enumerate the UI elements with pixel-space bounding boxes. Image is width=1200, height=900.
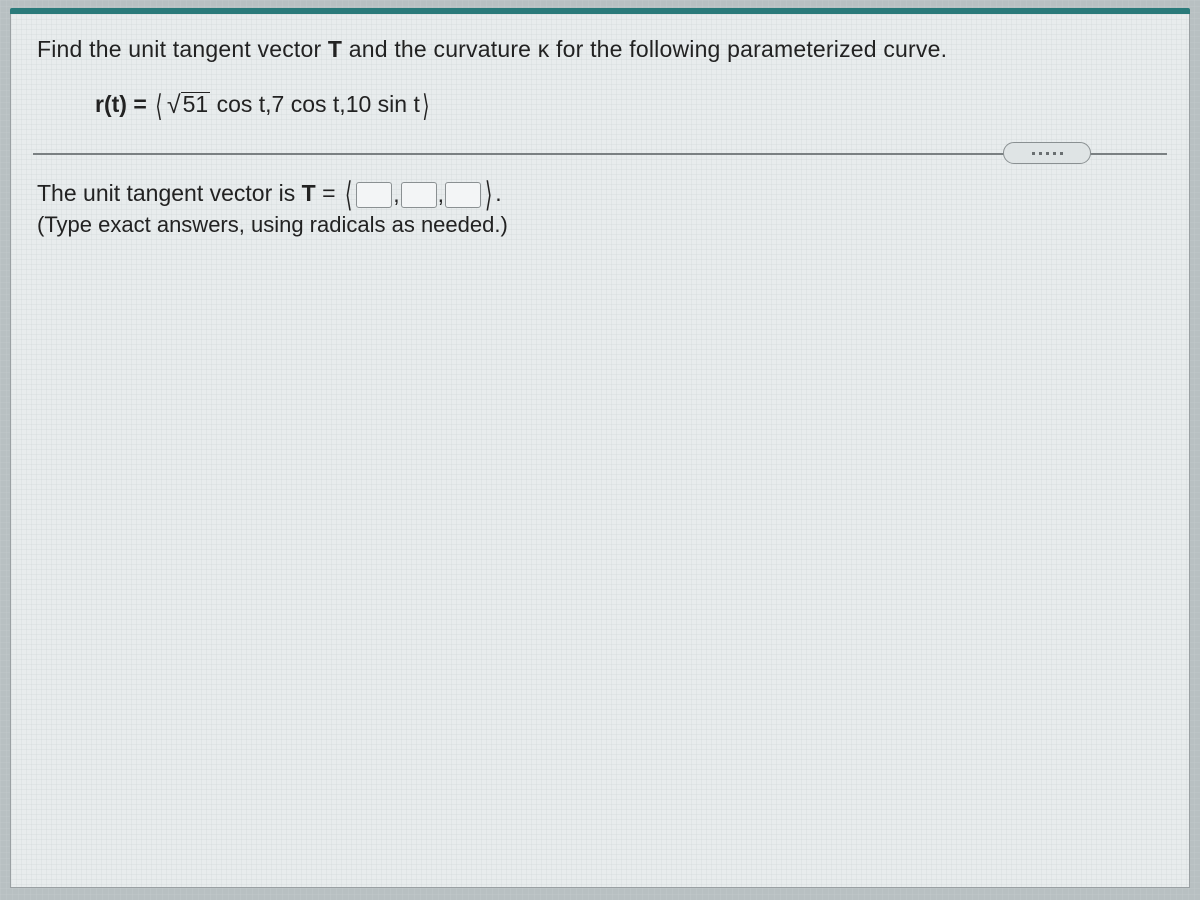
hint-text: (Type exact answers, using radicals as n…: [37, 212, 1163, 238]
angle-bracket-right: ⟩: [485, 182, 492, 208]
kappa-symbol: κ: [538, 36, 550, 62]
dot-icon: [1053, 152, 1056, 155]
dot-icon: [1060, 152, 1063, 155]
component-1-input[interactable]: [356, 182, 392, 208]
question-mid: and the curvature: [342, 36, 538, 62]
equation-lhs: r(t) =: [95, 91, 153, 117]
separator: ,: [393, 181, 399, 208]
divider-line: [33, 153, 1167, 155]
sqrt-radicand: 51: [181, 92, 211, 116]
dot-icon: [1032, 152, 1035, 155]
sqrt-term: √51: [165, 91, 210, 120]
answer-vector: ⟨,, ⟩: [342, 181, 495, 208]
question-panel: Find the unit tangent vector T and the c…: [10, 14, 1190, 888]
question-text: Find the unit tangent vector T and the c…: [37, 36, 1163, 63]
term3: 10 sin t: [346, 91, 420, 117]
angle-bracket-right: ⟩: [422, 89, 429, 124]
answer-T: T: [302, 180, 316, 206]
answer-prefix: The unit tangent vector is: [37, 180, 302, 206]
dot-icon: [1039, 152, 1042, 155]
term2: 7 cos t,: [272, 91, 346, 117]
answer-period: .: [495, 180, 501, 206]
expand-button[interactable]: [1003, 142, 1091, 164]
question-suffix: for the following parameterized curve.: [549, 36, 947, 62]
question-prefix: Find the unit tangent vector: [37, 36, 328, 62]
radical-icon: √: [167, 91, 181, 119]
separator: ,: [438, 181, 444, 208]
divider-row: [37, 142, 1163, 166]
angle-bracket-left: ⟨: [345, 182, 352, 208]
component-3-input[interactable]: [445, 182, 481, 208]
equation: r(t) = ⟨√51 cos t,7 cos t,10 sin t⟩: [95, 89, 1163, 124]
answer-line: The unit tangent vector is T = ⟨,, ⟩.: [37, 180, 1163, 208]
term1-suffix: cos t,: [210, 91, 271, 117]
tangent-symbol: T: [328, 36, 342, 62]
component-2-input[interactable]: [401, 182, 437, 208]
angle-bracket-left: ⟨: [155, 89, 162, 124]
dot-icon: [1046, 152, 1049, 155]
answer-equals: =: [316, 180, 342, 206]
